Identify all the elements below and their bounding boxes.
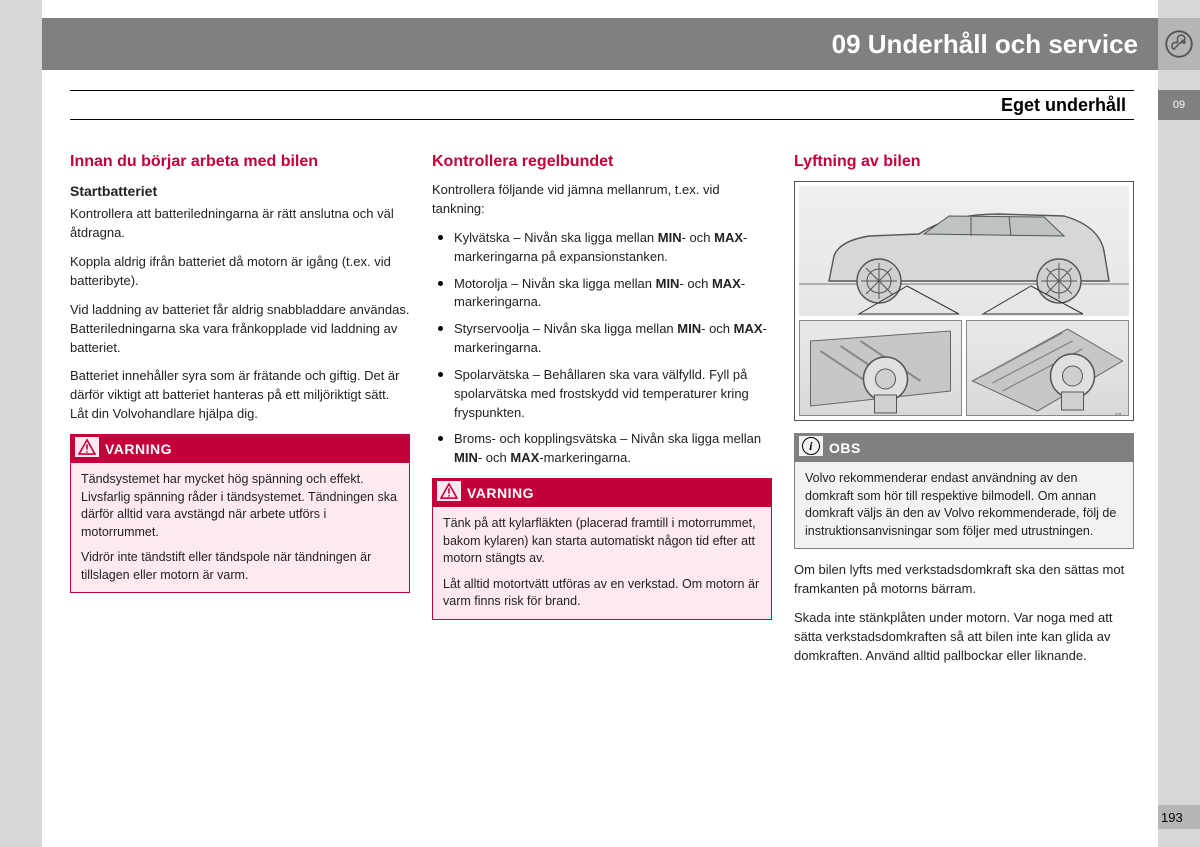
body-text: Skada inte stänkplåten under motorn. Var… bbox=[794, 609, 1134, 666]
info-icon bbox=[799, 436, 823, 456]
section-header: Eget underhåll bbox=[70, 90, 1134, 120]
chapter-tab: 09 bbox=[1158, 90, 1200, 120]
jack-detail-row: G027001 bbox=[799, 320, 1129, 416]
warning-triangle-icon bbox=[437, 481, 461, 501]
warning-header: VARNING bbox=[433, 479, 771, 507]
section-title: Eget underhåll bbox=[1001, 95, 1126, 116]
column-2: Kontrollera regelbundet Kontrollera följ… bbox=[432, 150, 772, 676]
list-item: Broms- och kopplingsvätska – Nivån ska l… bbox=[432, 430, 772, 468]
warning-text: Låt alltid motortvätt utföras av en verk… bbox=[443, 576, 761, 611]
warning-triangle-icon bbox=[75, 437, 99, 457]
figure-jack-points: G027001 bbox=[794, 181, 1134, 421]
front-jack-detail bbox=[799, 320, 962, 416]
col1-subheading: Startbatteriet bbox=[70, 181, 410, 201]
body-text: Koppla aldrig ifrån batteriet då motorn … bbox=[70, 253, 410, 291]
col1-heading: Innan du börjar arbeta med bilen bbox=[70, 150, 410, 173]
warning-title: VARNING bbox=[467, 485, 534, 501]
note-title: OBS bbox=[829, 440, 861, 456]
body-text: Kontrollera följande vid jämna mellanrum… bbox=[432, 181, 772, 219]
warning-title: VARNING bbox=[105, 441, 172, 457]
body-text: Kontrollera att batteriledningarna är rä… bbox=[70, 205, 410, 243]
list-item: Styrservoolja – Nivån ska ligga mellan M… bbox=[432, 320, 772, 358]
body-text: Batteriet innehåller syra som är frätand… bbox=[70, 367, 410, 424]
chapter-title: 09 Underhåll och service bbox=[832, 29, 1138, 60]
body-text: Vid laddning av batteriet får aldrig sna… bbox=[70, 301, 410, 358]
warning-text: Tänk på att kylarfläkten (placerad framt… bbox=[443, 515, 761, 568]
car-side-illustration bbox=[799, 186, 1129, 316]
body-text: Om bilen lyfts med verkstadsdomkraft ska… bbox=[794, 561, 1134, 599]
check-list: Kylvätska – Nivån ska ligga mellan MIN- … bbox=[432, 229, 772, 468]
warning-text: Tändsystemet har mycket hög spänning och… bbox=[81, 471, 399, 541]
page-margin-right bbox=[1158, 0, 1200, 847]
warning-box: VARNING Tänk på att kylarfläkten (placer… bbox=[432, 478, 772, 620]
content-columns: Innan du börjar arbeta med bilen Startba… bbox=[70, 150, 1134, 676]
chapter-header: 09 Underhåll och service bbox=[42, 18, 1158, 70]
col2-heading: Kontrollera regelbundet bbox=[432, 150, 772, 173]
figure-code: G027001 bbox=[1115, 412, 1125, 416]
list-item: Kylvätska – Nivån ska ligga mellan MIN- … bbox=[432, 229, 772, 267]
rear-jack-detail: G027001 bbox=[966, 320, 1129, 416]
warning-body: Tänk på att kylarfläkten (placerad framt… bbox=[433, 507, 771, 619]
note-body: Volvo rekommenderar endast användning av… bbox=[795, 462, 1133, 548]
warning-box: VARNING Tändsystemet har mycket hög spän… bbox=[70, 434, 410, 593]
column-1: Innan du börjar arbeta med bilen Startba… bbox=[70, 150, 410, 676]
page-margin-left bbox=[0, 0, 42, 847]
list-item: Motorolja – Nivån ska ligga mellan MIN- … bbox=[432, 275, 772, 313]
wrench-icon bbox=[1158, 18, 1200, 70]
warning-text: Vidrör inte tändstift eller tändspole nä… bbox=[81, 549, 399, 584]
warning-body: Tändsystemet har mycket hög spänning och… bbox=[71, 463, 409, 592]
note-header: OBS bbox=[795, 434, 1133, 462]
column-3: Lyftning av bilen bbox=[794, 150, 1134, 676]
note-box: OBS Volvo rekommenderar endast användnin… bbox=[794, 433, 1134, 549]
page-number: 193 bbox=[1158, 805, 1200, 829]
warning-header: VARNING bbox=[71, 435, 409, 463]
col3-heading: Lyftning av bilen bbox=[794, 150, 1134, 173]
list-item: Spolarvätska – Behållaren ska vara välfy… bbox=[432, 366, 772, 423]
